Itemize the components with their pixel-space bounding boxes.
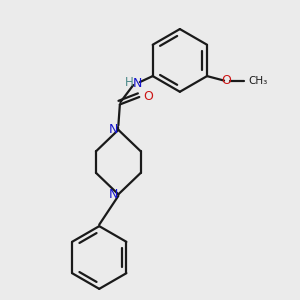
Text: O: O bbox=[221, 74, 231, 87]
Text: H: H bbox=[125, 76, 134, 88]
Text: CH₃: CH₃ bbox=[248, 76, 268, 85]
Text: O: O bbox=[143, 90, 153, 103]
Text: N: N bbox=[109, 123, 118, 136]
Text: N: N bbox=[109, 188, 118, 201]
Text: N: N bbox=[133, 77, 142, 90]
